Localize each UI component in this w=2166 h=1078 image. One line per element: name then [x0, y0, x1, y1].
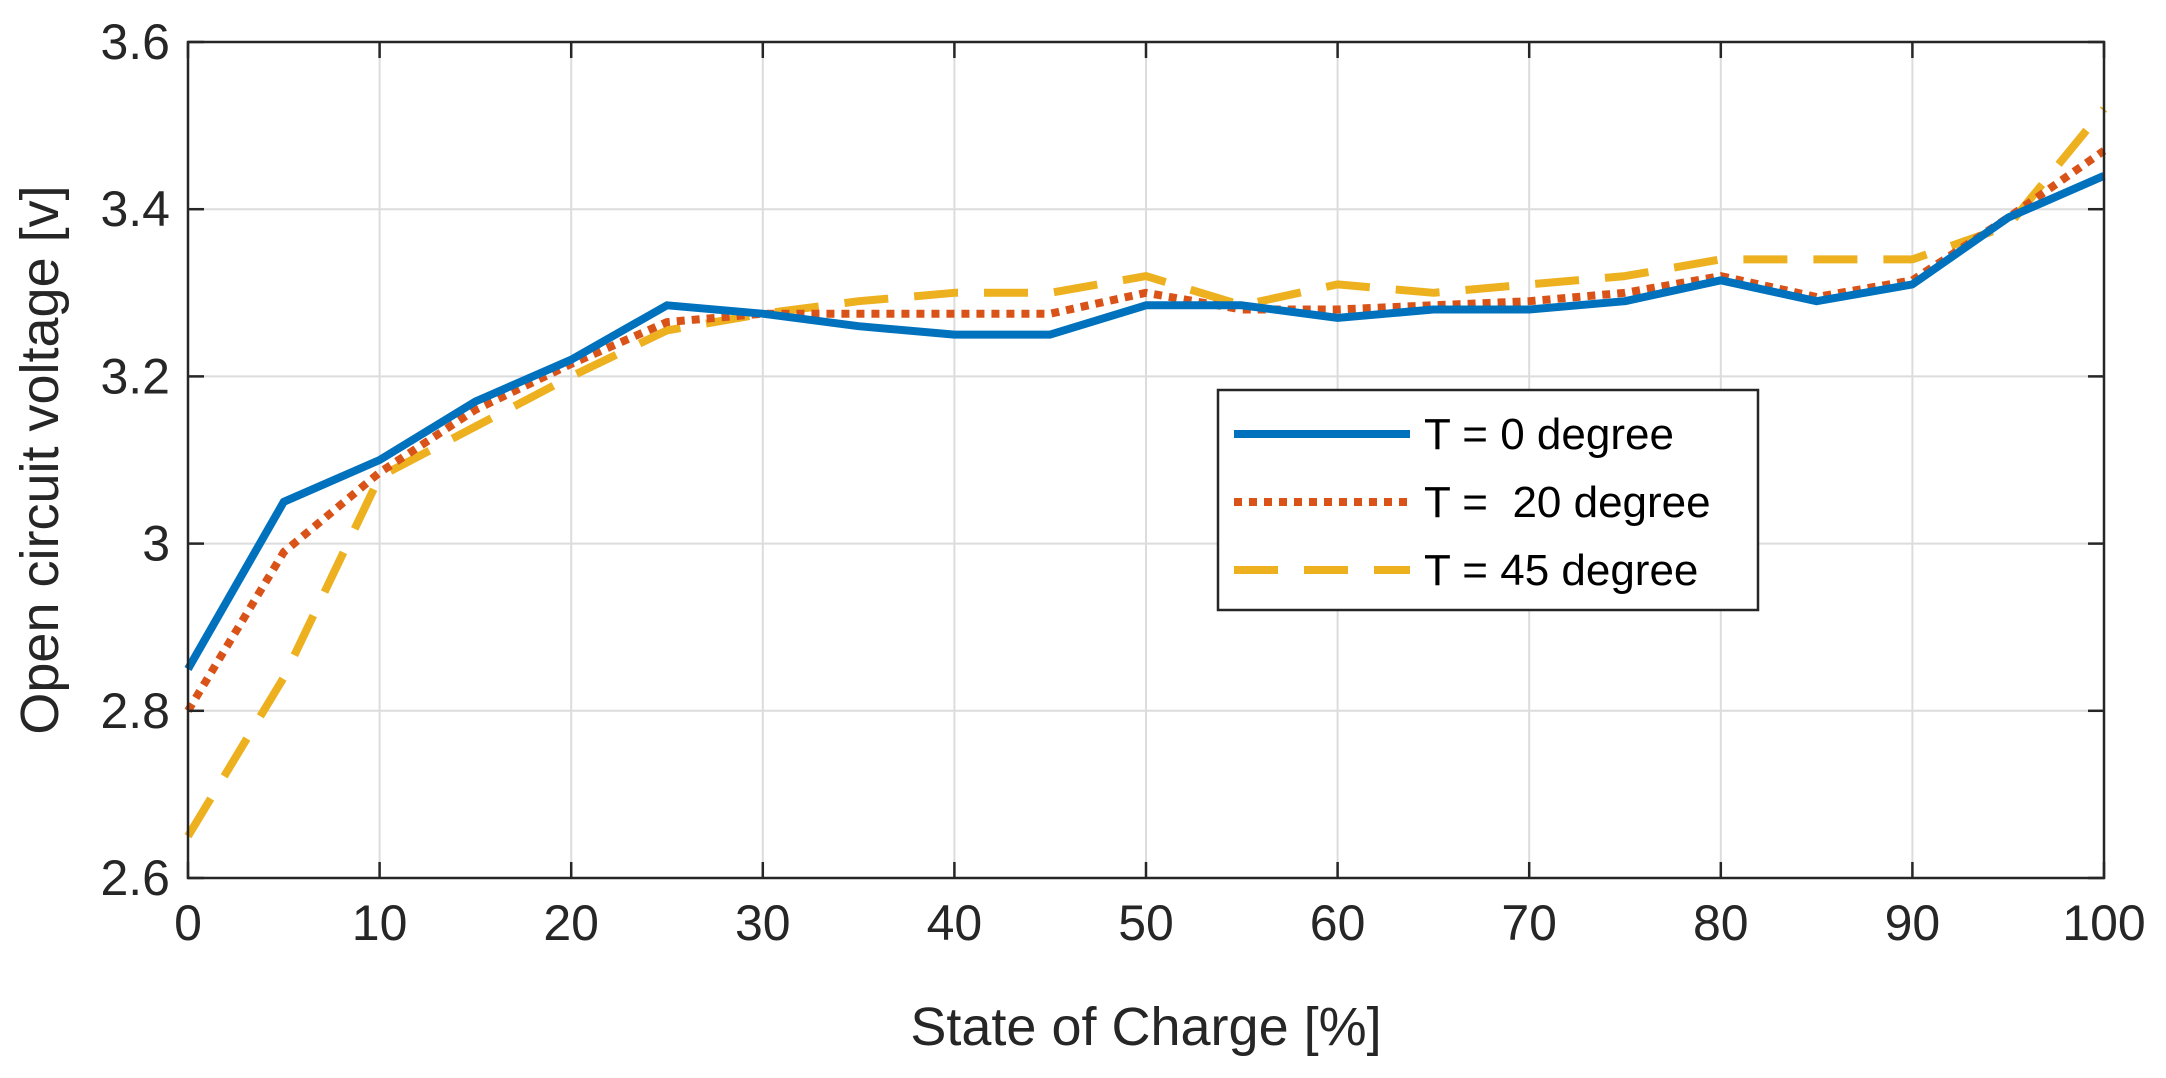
- x-tick-label: 0: [174, 895, 202, 951]
- y-tick-label: 3.4: [100, 181, 170, 237]
- y-tick-label: 3: [142, 516, 170, 572]
- series-line-t45: [184, 106, 2108, 839]
- series-line-t20: [184, 147, 2107, 713]
- x-tick-label: 40: [927, 895, 983, 951]
- x-tick-label: 30: [735, 895, 791, 951]
- legend-entry-t20: T = 20 degree: [1424, 478, 1711, 527]
- ticks: 0 10 20 30 40 50 60 70 80 90 100 2.6 2.8 3 3.2 3.4 3.6: [100, 14, 2145, 951]
- legend-entry-t45: T = 45 degree: [1424, 546, 1698, 595]
- x-tick-label: 20: [543, 895, 599, 951]
- x-tick-label: 60: [1310, 895, 1366, 951]
- y-axis-label: Open circuit voltage [v]: [10, 185, 70, 734]
- x-tick-label: 10: [352, 895, 408, 951]
- legend: T = 0 degree T = 20 degree T = 45 degree: [1216, 388, 1760, 612]
- x-tick-label: 50: [1118, 895, 1174, 951]
- series-line-t0: [184, 172, 2106, 671]
- y-tick-label: 2.6: [100, 850, 170, 906]
- y-tick-label: 2.8: [100, 683, 170, 739]
- x-tick-label: 70: [1501, 895, 1557, 951]
- series-layer: [184, 106, 2108, 839]
- y-tick-label: 3.6: [100, 14, 170, 70]
- x-tick-label: 90: [1885, 895, 1941, 951]
- x-axis-label: State of Charge [%]: [910, 997, 1381, 1057]
- legend-entry-t0: T = 0 degree: [1424, 410, 1674, 459]
- y-tick-label: 3.2: [100, 348, 170, 404]
- x-tick-label: 80: [1693, 895, 1749, 951]
- x-tick-label: 100: [2062, 895, 2145, 951]
